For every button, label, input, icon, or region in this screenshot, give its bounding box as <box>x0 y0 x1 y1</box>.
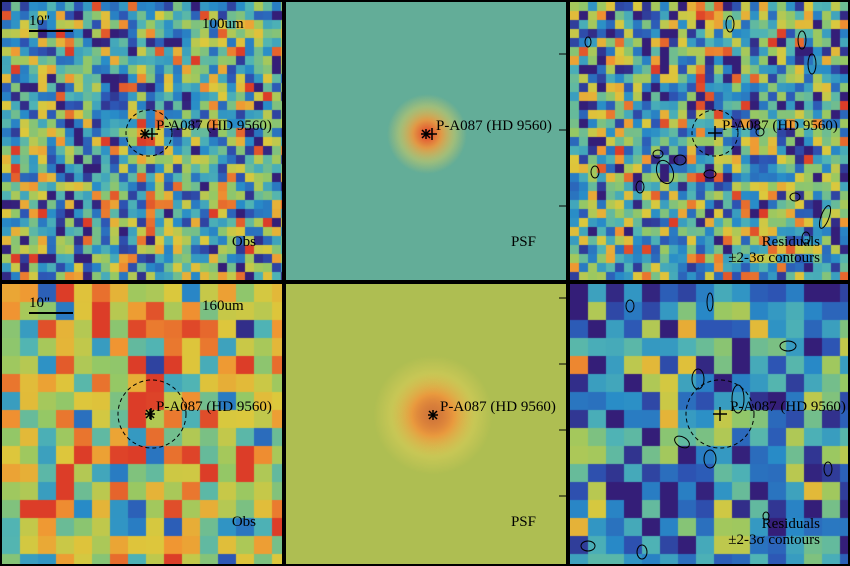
contour-line <box>801 231 811 245</box>
target-label: P-A087 (HD 9560) <box>156 399 272 415</box>
image-160um-psf <box>286 284 566 564</box>
panel-100um-psf: P-A087 (HD 9560) PSF <box>284 0 568 282</box>
star-marker <box>140 128 158 140</box>
panel-160um-obs: 10" 160um P-A087 (HD 9560) Obs <box>0 282 284 566</box>
contours-note: ±2-3σ contours <box>728 532 820 548</box>
contour-line <box>673 154 687 166</box>
panel-160um-residuals: P-A087 (HD 9560) Residuals ±2-3σ contour… <box>568 282 850 566</box>
scale-bar-line <box>29 312 73 314</box>
overlay-100um-residuals <box>584 15 832 245</box>
image-160um-residuals <box>570 284 848 564</box>
contour-line <box>731 384 745 414</box>
image-100um-residuals <box>570 2 848 280</box>
contour-line <box>823 461 833 477</box>
contour-line <box>652 149 664 159</box>
panel-type-label: Obs <box>231 234 256 250</box>
image-160um-obs <box>2 284 282 564</box>
contour-line <box>703 169 717 179</box>
residuals-title: Residuals <box>761 516 820 532</box>
contour-line <box>691 368 705 390</box>
panel-type-label: PSF <box>510 514 536 530</box>
overlay-100um-psf <box>421 53 566 207</box>
overlay-100um-obs <box>125 109 173 157</box>
scale-bar-label: 10" <box>29 13 51 29</box>
panel-type-label: PSF <box>510 234 536 250</box>
overlay-160um-obs <box>117 379 187 449</box>
contours-note: ±2-3σ contours <box>728 250 820 266</box>
band-label: 100um <box>202 16 244 32</box>
contour-line <box>590 165 600 179</box>
contour-line <box>703 449 717 469</box>
overlay-160um-residuals <box>580 292 833 560</box>
band-label: 160um <box>202 298 244 314</box>
contour-line <box>818 205 832 229</box>
aperture-circle <box>691 109 739 157</box>
target-label: P-A087 (HD 9560) <box>730 399 846 415</box>
axis-ticks-right <box>559 297 566 497</box>
contour-line <box>635 180 645 194</box>
overlay-160um-psf <box>428 297 566 497</box>
contour-line <box>584 36 592 48</box>
scale-bar-line <box>29 30 73 32</box>
scale-bar-label: 10" <box>29 295 51 311</box>
contour-line <box>636 544 648 560</box>
contour-line <box>807 53 817 75</box>
panel-type-label: Obs <box>231 514 256 530</box>
contour-line <box>779 340 797 352</box>
aperture-circle <box>117 379 187 449</box>
contour-line <box>625 299 635 313</box>
target-label: P-A087 (HD 9560) <box>722 118 838 134</box>
target-label: P-A087 (HD 9560) <box>440 399 556 415</box>
panel-100um-obs: 10" 100um P-A087 (HD 9560) Obs <box>0 0 284 282</box>
residuals-title: Residuals <box>761 234 820 250</box>
contour-line <box>789 192 801 202</box>
panel-100um-residuals: P-A087 (HD 9560) Residuals ±2-3σ contour… <box>568 0 850 282</box>
axis-ticks-right <box>559 53 566 207</box>
contour-line <box>762 511 770 521</box>
contour-line <box>725 15 735 33</box>
target-label: P-A087 (HD 9560) <box>436 118 552 134</box>
star-marker <box>708 126 722 140</box>
contour-line <box>674 435 690 449</box>
scale-bar: 10" <box>29 296 73 314</box>
star-marker <box>421 128 437 140</box>
contour-line <box>580 540 596 552</box>
aperture-circle <box>685 379 755 449</box>
image-100um-obs <box>2 2 282 280</box>
contour-line <box>755 127 765 137</box>
target-label: P-A087 (HD 9560) <box>156 118 272 134</box>
contour-line <box>655 159 675 185</box>
contour-line <box>797 30 807 50</box>
aperture-circle <box>125 109 173 157</box>
star-marker <box>428 410 438 420</box>
image-100um-psf <box>286 2 566 280</box>
contour-line <box>706 292 714 312</box>
residuals-label: Residuals ±2-3σ contours <box>728 516 820 548</box>
scale-bar: 10" <box>29 14 73 32</box>
star-marker <box>713 407 727 421</box>
star-marker <box>145 408 155 420</box>
panel-160um-psf: P-A087 (HD 9560) PSF <box>284 282 568 566</box>
residuals-label: Residuals ±2-3σ contours <box>728 234 820 266</box>
